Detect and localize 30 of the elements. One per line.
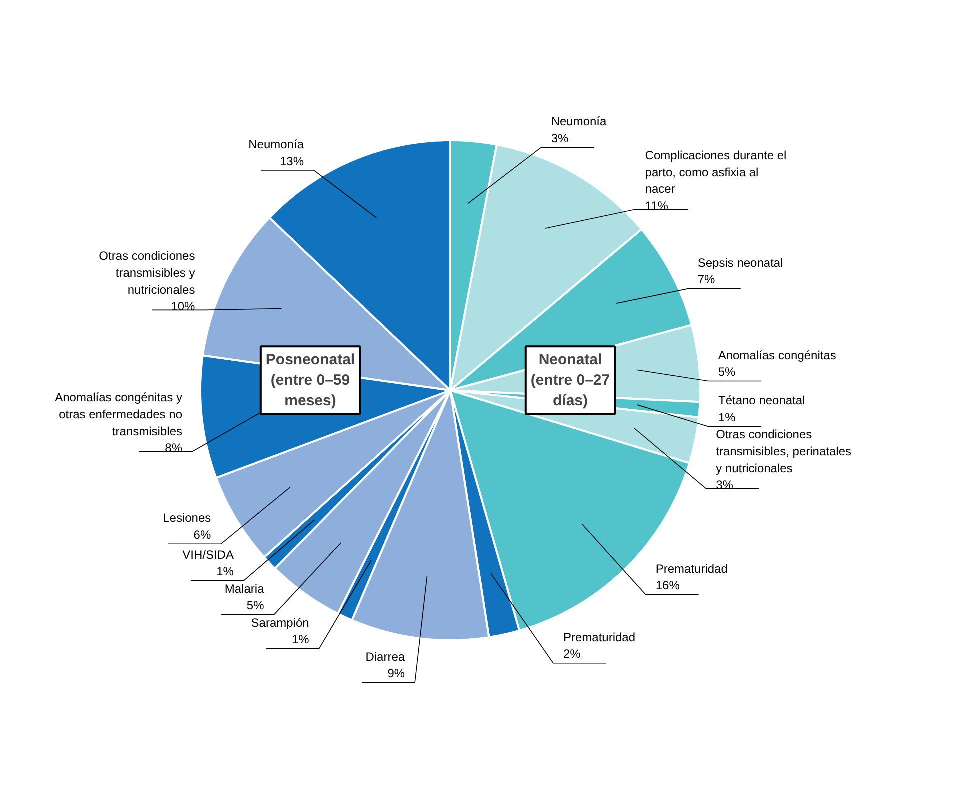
- data-label: 3%: [551, 131, 569, 146]
- slice-label: Sarampión: [251, 616, 310, 630]
- data-label: 5%: [246, 598, 265, 613]
- slice-label: Complicaciones durante el parto, como asfixia al nacer: [645, 148, 787, 196]
- data-label: 9%: [388, 666, 406, 681]
- data-label: 2%: [563, 647, 582, 662]
- slice-label: Lesiones: [163, 511, 212, 526]
- slice-label: Otras condiciones transmisibles, perinatales y nutricionales: [716, 428, 852, 476]
- data-label: 1%: [718, 410, 736, 424]
- slice-label: Malaria: [224, 582, 265, 596]
- slice-label: Tétano neonatal: [718, 394, 806, 408]
- data-label: 13%: [280, 154, 304, 168]
- data-label: 6%: [194, 528, 212, 542]
- slice-label: Anomalías congénitas y otras enfermedades no transmisibles: [55, 390, 183, 438]
- text: Neonatal (entre 0–27 días): [530, 352, 610, 410]
- slice-label: Diarrea: [366, 650, 406, 664]
- slice-label: Neumonía: [551, 114, 608, 129]
- data-label: 5%: [718, 365, 736, 380]
- data-label: 7%: [698, 272, 716, 287]
- slice-label: Anomalías congénitas: [718, 348, 836, 362]
- data-label: 16%: [656, 578, 680, 593]
- data-label: 1%: [216, 564, 234, 579]
- text: Posneonatal (entre 0–59 meses): [266, 352, 356, 410]
- slice-label: Prematuridad: [563, 630, 636, 644]
- slice-label: Sepsis neonatal: [698, 256, 784, 270]
- slice-label: VIH/SIDA: [182, 548, 234, 562]
- data-label: 1%: [292, 632, 310, 647]
- slice-label: Neumonía: [248, 137, 304, 152]
- slice-label: Otras condiciones transmisibles y nutricionales: [99, 249, 196, 297]
- slice-label: Prematuridad: [656, 562, 728, 576]
